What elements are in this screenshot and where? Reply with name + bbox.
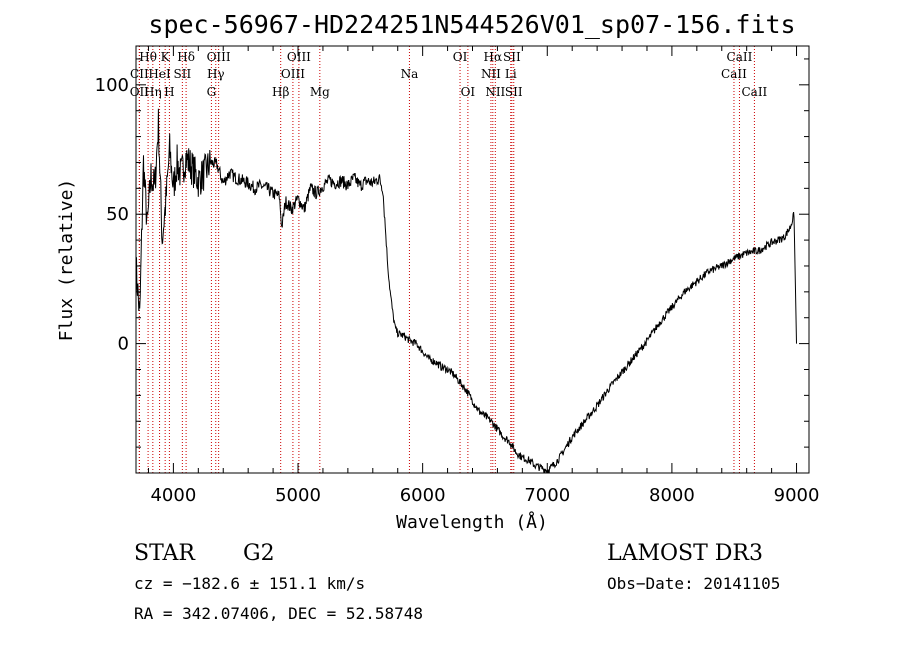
- coordinates: RA = 342.07406, DEC = 52.58748: [134, 604, 423, 623]
- y-tick-label: 0: [118, 334, 129, 355]
- marker-label: OIII: [281, 67, 305, 81]
- marker-label: Hγ: [207, 67, 225, 81]
- x-tick-label: 7000: [524, 485, 570, 506]
- marker-label: K: [161, 50, 171, 64]
- marker-label: SII: [503, 50, 521, 64]
- marker-label: OI: [453, 50, 468, 64]
- marker-label: Li: [505, 67, 517, 81]
- marker-label: CaII: [721, 67, 747, 81]
- observation-date: Obs−Date: 20141105: [607, 574, 780, 593]
- x-tick-label: 6000: [400, 485, 446, 506]
- marker-label: SII: [505, 85, 523, 99]
- y-tick-label: 100: [95, 75, 129, 96]
- marker-label: CaII: [741, 85, 767, 99]
- redshift-velocity: cz = −182.6 ± 151.1 km/s: [134, 574, 365, 593]
- object-class: STAR: [134, 541, 196, 566]
- x-axis-label: Wavelength (Å): [396, 511, 548, 533]
- spectrum-line: [135, 108, 797, 474]
- marker-label: OIII: [287, 50, 311, 64]
- emission-line-labels: CIIOIIHθHηHeIKHSIIHδGHγOIIIHβOIIIOIIIMgN…: [130, 50, 768, 99]
- survey-name: LAMOST DR3: [607, 541, 763, 566]
- marker-label: OIII: [207, 50, 231, 64]
- marker-label: Hδ: [177, 50, 195, 64]
- marker-label: Hη: [144, 85, 162, 99]
- x-axis-ticks: 4000 5000 6000 7000 8000 9000: [147, 46, 820, 506]
- marker-label: SII: [174, 67, 192, 81]
- x-tick-label: 4000: [150, 485, 196, 506]
- x-tick-label: 8000: [649, 485, 695, 506]
- marker-label: Mg: [310, 85, 330, 99]
- marker-label: Na: [401, 67, 419, 81]
- marker-label: NII: [481, 67, 501, 81]
- marker-label: OI: [461, 85, 476, 99]
- x-tick-label: 9000: [774, 485, 820, 506]
- chart-title: spec-56967-HD224251N544526V01_sp07-156.f…: [148, 10, 795, 39]
- marker-label: Hα: [484, 50, 503, 64]
- marker-label: G: [207, 85, 217, 99]
- x-tick-label: 5000: [275, 485, 321, 506]
- emission-line-markers: [138, 46, 755, 473]
- y-axis-label: Flux (relative): [56, 179, 77, 342]
- marker-label: Hβ: [272, 85, 289, 99]
- y-axis-ticks: 0 50 100: [95, 58, 809, 474]
- plot-frame: [135, 45, 810, 474]
- marker-label: H: [164, 85, 174, 99]
- marker-label: CII: [130, 67, 149, 81]
- marker-label: HeI: [148, 67, 171, 81]
- object-subclass: G2: [243, 541, 275, 566]
- marker-label: NII: [485, 85, 505, 99]
- marker-label: Hθ: [139, 50, 157, 64]
- y-tick-label: 50: [106, 204, 129, 225]
- marker-label: OII: [130, 85, 150, 99]
- marker-label: CaII: [727, 50, 753, 64]
